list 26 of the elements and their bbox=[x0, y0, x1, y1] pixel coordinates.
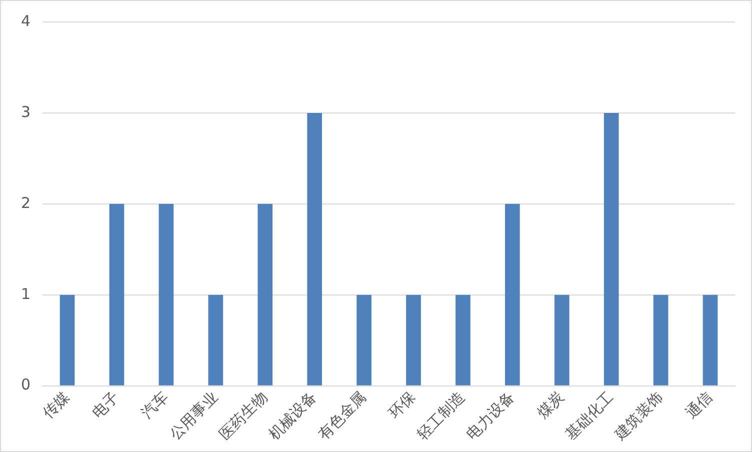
x-tick-label: 通信 bbox=[682, 388, 716, 422]
bar bbox=[505, 204, 520, 386]
bar bbox=[456, 294, 470, 386]
y-tick-label: 1 bbox=[20, 284, 31, 303]
y-tick-label: 3 bbox=[20, 102, 31, 121]
bar bbox=[406, 294, 421, 386]
bar bbox=[307, 112, 322, 386]
bar bbox=[208, 294, 224, 386]
x-tick-label: 电子 bbox=[88, 388, 122, 422]
bar bbox=[554, 294, 570, 386]
bar bbox=[60, 294, 75, 386]
bar bbox=[604, 112, 619, 386]
y-tick-label: 4 bbox=[20, 12, 31, 30]
bar bbox=[653, 294, 668, 386]
bar bbox=[356, 294, 372, 386]
bar bbox=[702, 294, 718, 386]
x-tick-label: 汽车 bbox=[138, 388, 172, 422]
y-tick-label: 2 bbox=[20, 194, 31, 212]
bar bbox=[258, 204, 273, 386]
x-tick-label: 煤炭 bbox=[534, 388, 568, 422]
x-tick-label: 有色金属 bbox=[314, 388, 370, 444]
y-tick-label: 0 bbox=[20, 376, 31, 394]
x-tick-label: 传媒 bbox=[38, 388, 73, 422]
bar bbox=[109, 204, 124, 386]
x-tick-label: 环保 bbox=[385, 388, 420, 422]
bar bbox=[158, 204, 174, 386]
